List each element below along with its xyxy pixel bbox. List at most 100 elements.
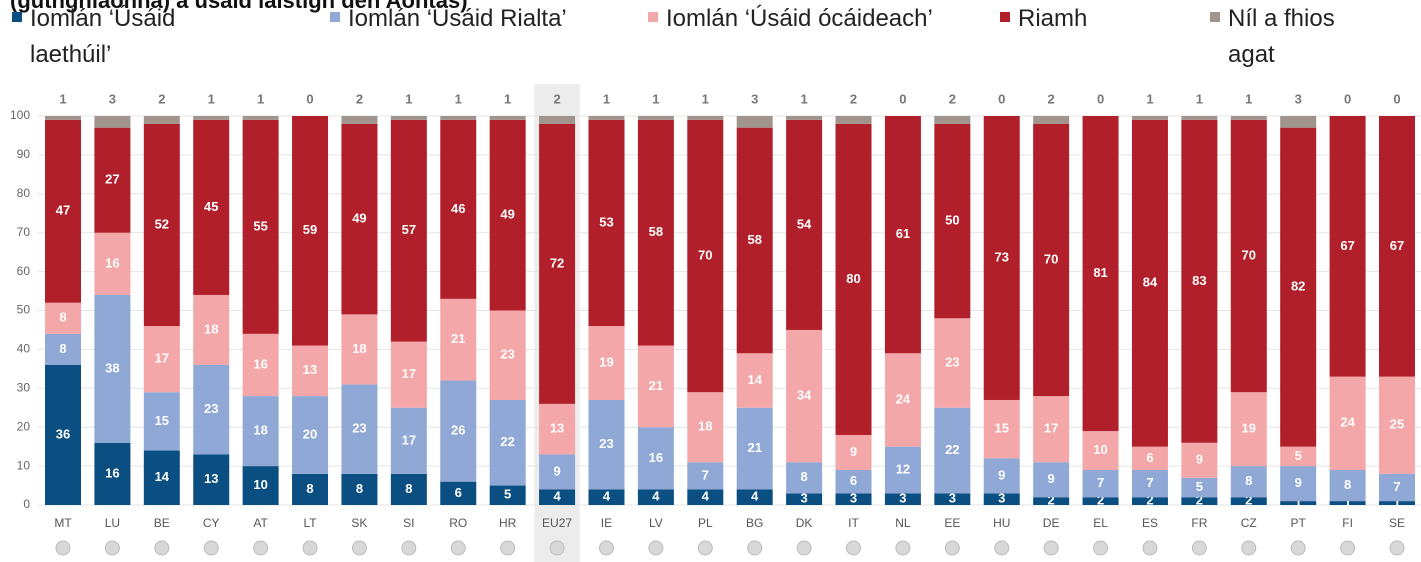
bar-segment — [489, 485, 526, 505]
x-tick-label: AT — [253, 516, 268, 530]
y-tick-label: 10 — [17, 458, 31, 472]
flag — [994, 540, 1010, 556]
bar-segment — [242, 119, 279, 334]
segment-label: 18 — [698, 419, 712, 434]
bar-segment — [786, 116, 823, 120]
bar-segment — [1181, 497, 1218, 505]
segment-label: 14 — [155, 469, 170, 484]
segment-label: 8 — [59, 341, 66, 356]
bar-segment — [242, 116, 279, 120]
bar-segment — [983, 458, 1020, 494]
flag — [1340, 540, 1356, 556]
segment-label: 26 — [451, 423, 465, 438]
top-label: 0 — [1393, 91, 1400, 106]
bar-segment — [45, 119, 81, 303]
segment-label: 2 — [1097, 493, 1104, 508]
bar-segment — [588, 326, 625, 400]
bar-segment — [884, 446, 921, 494]
flag — [549, 540, 565, 556]
y-tick-label: 90 — [17, 147, 31, 161]
bar-segment — [193, 294, 230, 365]
legend-label: Iomlán ‘Úsáid Rialta’ — [348, 5, 567, 32]
bar-segment — [1280, 501, 1317, 505]
bar-segment — [242, 333, 279, 397]
bar-segment — [1329, 469, 1366, 502]
segment-label: 13 — [204, 471, 218, 486]
bar-segment — [1230, 497, 1267, 505]
bar-segment — [390, 473, 427, 505]
x-tick-label: LV — [649, 516, 663, 530]
bar-segment — [983, 399, 1020, 459]
bar-segment — [1033, 497, 1070, 505]
top-label: 1 — [257, 91, 264, 106]
top-label: 3 — [109, 91, 116, 106]
segment-label: 2 — [1196, 493, 1203, 508]
x-tick-label: NL — [895, 516, 911, 530]
segment-label: 8 — [1344, 477, 1351, 492]
segment-label: 17 — [402, 432, 416, 447]
bar-segment — [341, 116, 378, 124]
bar-segment — [687, 392, 724, 463]
bar-segment — [489, 116, 526, 120]
segment-label: 3 — [850, 491, 857, 506]
segment-label: 49 — [352, 211, 366, 226]
segment-label: 23 — [500, 347, 514, 362]
bar-segment — [884, 493, 921, 505]
segment-label: 2 — [1146, 493, 1153, 508]
bar-segment — [1379, 376, 1415, 474]
segment-label: 22 — [500, 434, 514, 449]
segment-label: 6 — [850, 473, 857, 488]
bar-segment — [94, 232, 131, 295]
segment-label: 8 — [356, 481, 363, 496]
bar-segment — [1131, 497, 1168, 505]
bar-segment — [193, 364, 230, 455]
legend-label: Riamh — [1018, 5, 1087, 32]
segment-label: 47 — [56, 203, 70, 218]
y-tick-label: 100 — [10, 108, 30, 122]
flag — [351, 540, 367, 556]
segment-label: 81 — [1093, 265, 1107, 280]
y-tick-label: 0 — [23, 497, 30, 511]
top-label: 1 — [1196, 91, 1203, 106]
segment-label: 15 — [995, 421, 1009, 436]
segment-label: 23 — [599, 436, 613, 451]
top-label: 2 — [949, 91, 956, 106]
segment-label: 2 — [1048, 493, 1055, 508]
bar-segment — [143, 450, 180, 505]
bar-segment — [835, 116, 872, 124]
segment-label: 7 — [702, 467, 709, 482]
bar-segment — [934, 116, 971, 124]
x-tick-label: LT — [303, 516, 317, 530]
segment-label: 4 — [652, 489, 660, 504]
bar-segment — [94, 116, 131, 128]
segment-label: 73 — [995, 249, 1009, 264]
segment-label: 72 — [550, 255, 564, 270]
bar-segment — [637, 489, 674, 505]
segment-label: 17 — [402, 366, 416, 381]
top-label: 3 — [751, 91, 758, 106]
legend-label: Níl a fhios agat — [1228, 5, 1335, 68]
x-tick-label: SE — [1389, 516, 1405, 530]
top-label: 1 — [702, 91, 709, 106]
top-label: 1 — [652, 91, 659, 106]
bar-segment — [45, 333, 81, 365]
flag — [846, 540, 862, 556]
bar-segment — [884, 353, 921, 447]
bar-segment — [835, 493, 872, 505]
x-tick-label: CY — [203, 516, 220, 530]
segment-label: 36 — [56, 426, 70, 441]
segment-label: 80 — [846, 271, 860, 286]
bar-segment — [242, 466, 279, 505]
segment-label: 24 — [896, 391, 911, 406]
segment-label: 9 — [998, 467, 1005, 482]
bar-segment — [1181, 116, 1218, 120]
bar-segment — [1379, 116, 1415, 377]
flag — [1142, 540, 1158, 556]
top-label: 2 — [1048, 91, 1055, 106]
bar-segment — [1082, 431, 1119, 470]
top-label: 2 — [356, 91, 363, 106]
bar-segment — [1181, 119, 1218, 443]
segment-label: 6 — [1146, 450, 1153, 465]
bar-segment — [736, 116, 773, 128]
bar-segment — [143, 123, 180, 327]
